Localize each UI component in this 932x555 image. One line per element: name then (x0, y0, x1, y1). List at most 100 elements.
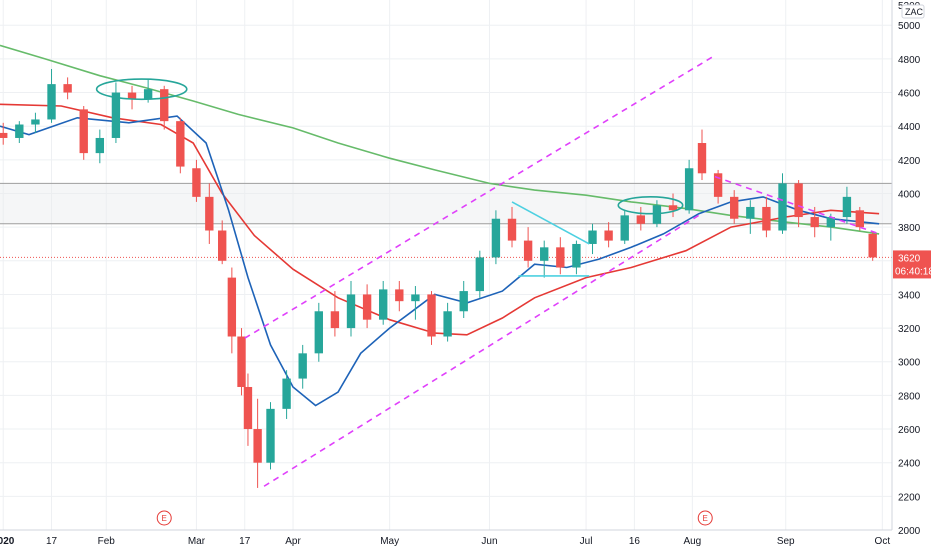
candle-down[interactable] (668, 205, 678, 211)
candle-up[interactable] (540, 247, 549, 261)
time-tick-label: Jul (580, 536, 593, 547)
candle-down[interactable] (855, 210, 864, 228)
candle-up[interactable] (379, 289, 388, 320)
candle-up[interactable] (314, 311, 323, 354)
time-tick-label: 17 (239, 536, 251, 547)
candle-up[interactable] (31, 119, 40, 125)
candle-down[interactable] (362, 294, 372, 320)
price-tick-label: 4200 (898, 156, 921, 167)
price-tick-label: 2400 (898, 459, 921, 470)
drawings[interactable] (95, 54, 880, 487)
currency-badge (901, 4, 925, 19)
candle-down[interactable] (127, 92, 137, 100)
candle-up[interactable] (15, 124, 24, 138)
time-tick-label: Feb (98, 536, 116, 547)
price-tick-label: 3400 (898, 290, 921, 301)
candle-down[interactable] (218, 230, 227, 261)
candle-up[interactable] (266, 408, 275, 463)
candle-up[interactable] (746, 206, 755, 219)
candle-up[interactable] (411, 294, 420, 302)
moving-average-line-3 (0, 115, 880, 407)
channel-line[interactable] (244, 54, 716, 339)
time-tick-label: 2020 (0, 536, 15, 547)
candle-down[interactable] (227, 277, 237, 337)
candle-up[interactable] (588, 230, 597, 244)
price-tick-label: 2200 (898, 492, 921, 503)
candle-down[interactable] (868, 233, 877, 258)
candle-down[interactable] (330, 311, 340, 329)
price-tick-label: 2000 (898, 526, 921, 537)
price-tick-label: 3000 (898, 358, 921, 369)
candle-up[interactable] (95, 137, 105, 154)
candle-down[interactable] (810, 217, 819, 228)
candle-down[interactable] (427, 294, 436, 337)
earnings-marker-label: E (703, 514, 708, 523)
candle-down[interactable] (253, 429, 262, 463)
zone-layer (0, 182, 892, 258)
candle-down[interactable] (507, 218, 517, 241)
candle-down[interactable] (556, 247, 565, 268)
earnings-marker[interactable] (156, 510, 172, 526)
candle-up[interactable] (111, 92, 121, 138)
candle-up[interactable] (143, 89, 153, 100)
candle-up[interactable] (47, 84, 56, 120)
candle-up[interactable] (282, 378, 291, 409)
candles[interactable] (0, 68, 877, 488)
candle-up[interactable] (572, 243, 581, 268)
candle-up[interactable] (842, 196, 852, 218)
candle-up[interactable] (491, 218, 501, 258)
candle-up[interactable] (684, 168, 694, 211)
candle-down[interactable] (395, 289, 404, 302)
candle-up[interactable] (443, 311, 452, 337)
candle-down[interactable] (604, 230, 613, 241)
candle-down[interactable] (192, 168, 201, 197)
candle-down[interactable] (523, 240, 533, 261)
time-tick-label: Aug (683, 536, 701, 547)
earnings-marker-label: E (162, 514, 167, 523)
candle-down[interactable] (63, 84, 72, 93)
candle-down[interactable] (79, 109, 88, 154)
time-tick-label: Apr (285, 536, 301, 547)
candle-down[interactable] (243, 386, 253, 430)
candle-up[interactable] (826, 217, 836, 228)
candle-down[interactable] (730, 196, 739, 219)
candle-down[interactable] (794, 183, 803, 218)
candle-down[interactable] (176, 121, 185, 167)
price-tick-label: 4400 (898, 122, 921, 133)
candle-down[interactable] (762, 206, 771, 231)
earnings-marker[interactable] (697, 510, 713, 526)
price-tick-label: 2600 (898, 425, 921, 436)
currency-label: ZAC (905, 7, 924, 17)
candle-up[interactable] (298, 353, 307, 379)
candle-up[interactable] (778, 183, 787, 231)
price-tick-label: 2800 (898, 391, 921, 402)
candle-down[interactable] (697, 143, 707, 174)
candle-up[interactable] (459, 291, 468, 312)
trend-line[interactable] (511, 201, 590, 245)
time-tick-label: 17 (46, 536, 58, 547)
last-price-countdown: 06:40:18 (895, 266, 932, 277)
grid-layer (0, 0, 892, 531)
channel-line[interactable] (263, 214, 700, 487)
price-tick-label: 3800 (898, 223, 921, 234)
candle-down[interactable] (636, 215, 646, 224)
ellipse-highlight[interactable] (95, 78, 188, 101)
candle-up[interactable] (620, 215, 629, 241)
candle-down[interactable] (0, 132, 8, 138)
candle-down[interactable] (237, 336, 246, 387)
candle-up[interactable] (346, 294, 356, 329)
price-tick-label: 4800 (898, 55, 921, 66)
candle-up[interactable] (652, 205, 662, 224)
time-tick-label: Jun (481, 536, 497, 547)
candle-down[interactable] (205, 196, 214, 231)
ellipse-highlight[interactable] (617, 196, 684, 215)
channel-line[interactable] (714, 175, 880, 235)
candle-up[interactable] (475, 257, 484, 292)
time-tick-label: 16 (629, 536, 641, 547)
time-tick-label: Mar (188, 536, 206, 547)
candle-down[interactable] (713, 173, 723, 197)
candle-down[interactable] (160, 89, 169, 122)
